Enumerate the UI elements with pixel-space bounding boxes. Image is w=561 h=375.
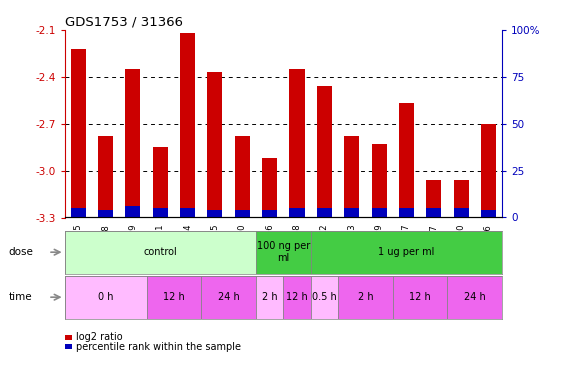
- Bar: [153, 147, 168, 218]
- Bar: [426, 180, 442, 218]
- Bar: [125, 206, 140, 218]
- Bar: [180, 208, 195, 218]
- Bar: [256, 276, 283, 319]
- Text: percentile rank within the sample: percentile rank within the sample: [76, 342, 241, 352]
- Bar: [481, 210, 496, 218]
- Bar: [338, 276, 393, 319]
- Bar: [317, 86, 332, 218]
- Bar: [234, 210, 250, 218]
- Text: 100 ng per
ml: 100 ng per ml: [257, 242, 310, 263]
- Bar: [153, 208, 168, 218]
- Bar: [344, 136, 359, 218]
- Bar: [311, 276, 338, 319]
- Bar: [234, 136, 250, 218]
- Bar: [289, 208, 305, 218]
- Bar: [98, 210, 113, 218]
- Bar: [399, 104, 414, 218]
- Text: 12 h: 12 h: [286, 292, 308, 302]
- Bar: [98, 136, 113, 218]
- Bar: [65, 231, 256, 274]
- Bar: [371, 144, 387, 218]
- Bar: [289, 69, 305, 218]
- Text: 1 ug per ml: 1 ug per ml: [378, 247, 435, 257]
- Bar: [256, 231, 311, 274]
- Bar: [262, 158, 277, 218]
- Bar: [208, 72, 223, 217]
- Bar: [399, 208, 414, 218]
- Bar: [426, 208, 442, 218]
- Bar: [311, 231, 502, 274]
- Bar: [317, 208, 332, 218]
- Text: 24 h: 24 h: [464, 292, 486, 302]
- Bar: [180, 33, 195, 218]
- Bar: [125, 69, 140, 218]
- Bar: [201, 276, 256, 319]
- Bar: [208, 210, 223, 218]
- Bar: [71, 208, 86, 218]
- Text: 12 h: 12 h: [163, 292, 185, 302]
- Bar: [453, 208, 468, 218]
- Bar: [71, 49, 86, 217]
- Text: control: control: [144, 247, 177, 257]
- Bar: [448, 276, 502, 319]
- Text: 0 h: 0 h: [98, 292, 113, 302]
- Bar: [65, 276, 146, 319]
- Text: 12 h: 12 h: [409, 292, 431, 302]
- Bar: [393, 276, 447, 319]
- Bar: [344, 208, 359, 218]
- Bar: [283, 276, 311, 319]
- Text: 2 h: 2 h: [357, 292, 373, 302]
- Bar: [481, 124, 496, 218]
- Bar: [146, 276, 201, 319]
- Text: 0.5 h: 0.5 h: [312, 292, 337, 302]
- Text: GDS1753 / 31366: GDS1753 / 31366: [65, 16, 182, 29]
- Bar: [262, 210, 277, 218]
- Bar: [453, 180, 468, 218]
- Text: 2 h: 2 h: [262, 292, 278, 302]
- Bar: [371, 208, 387, 218]
- Text: time: time: [8, 292, 32, 302]
- Text: log2 ratio: log2 ratio: [76, 333, 123, 342]
- Text: 24 h: 24 h: [218, 292, 240, 302]
- Text: dose: dose: [8, 247, 33, 257]
